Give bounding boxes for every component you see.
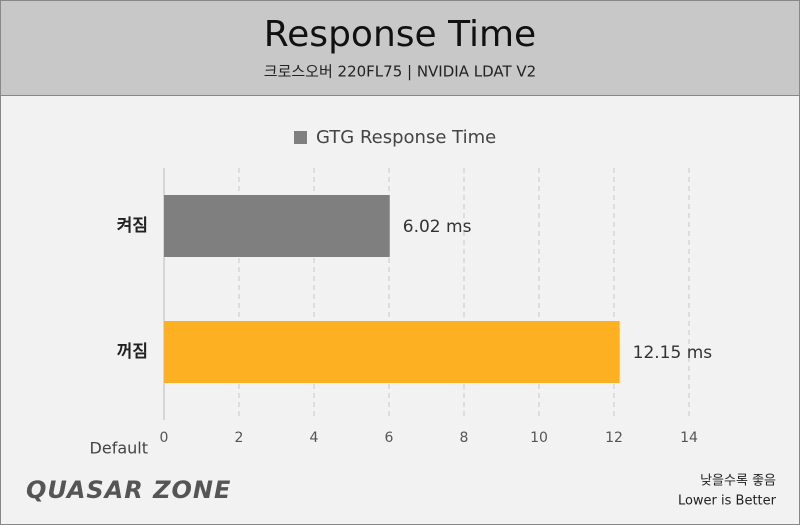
x-tick-label: 4 bbox=[310, 430, 319, 446]
x-tick-label: 0 bbox=[160, 430, 169, 446]
value-label: 6.02 ms bbox=[403, 217, 472, 237]
header bbox=[0, 0, 800, 96]
chart-title: Response Time bbox=[264, 14, 536, 55]
x-tick-label: 8 bbox=[460, 430, 469, 446]
x-tick-label: 12 bbox=[605, 430, 623, 446]
note: 낮을수록 좋음 bbox=[700, 474, 776, 489]
note: Lower is Better bbox=[678, 494, 777, 509]
logo: QUASAR ZONE bbox=[26, 476, 231, 504]
legend-label: GTG Response Time bbox=[316, 127, 496, 148]
bar bbox=[164, 195, 390, 257]
axis-label: Default bbox=[90, 439, 148, 458]
y-tick-label: 켜짐 bbox=[117, 216, 148, 236]
x-tick-label: 10 bbox=[530, 430, 548, 446]
x-tick-label: 6 bbox=[385, 430, 394, 446]
x-tick-label: 2 bbox=[235, 430, 244, 446]
chart-subtitle: 크로스오버 220FL75 | NVIDIA LDAT V2 bbox=[264, 63, 536, 81]
y-tick-label: 꺼짐 bbox=[117, 342, 148, 362]
bar bbox=[164, 321, 620, 383]
value-label: 12.15 ms bbox=[633, 343, 713, 363]
legend-swatch bbox=[294, 131, 307, 144]
x-tick-label: 14 bbox=[680, 430, 698, 446]
